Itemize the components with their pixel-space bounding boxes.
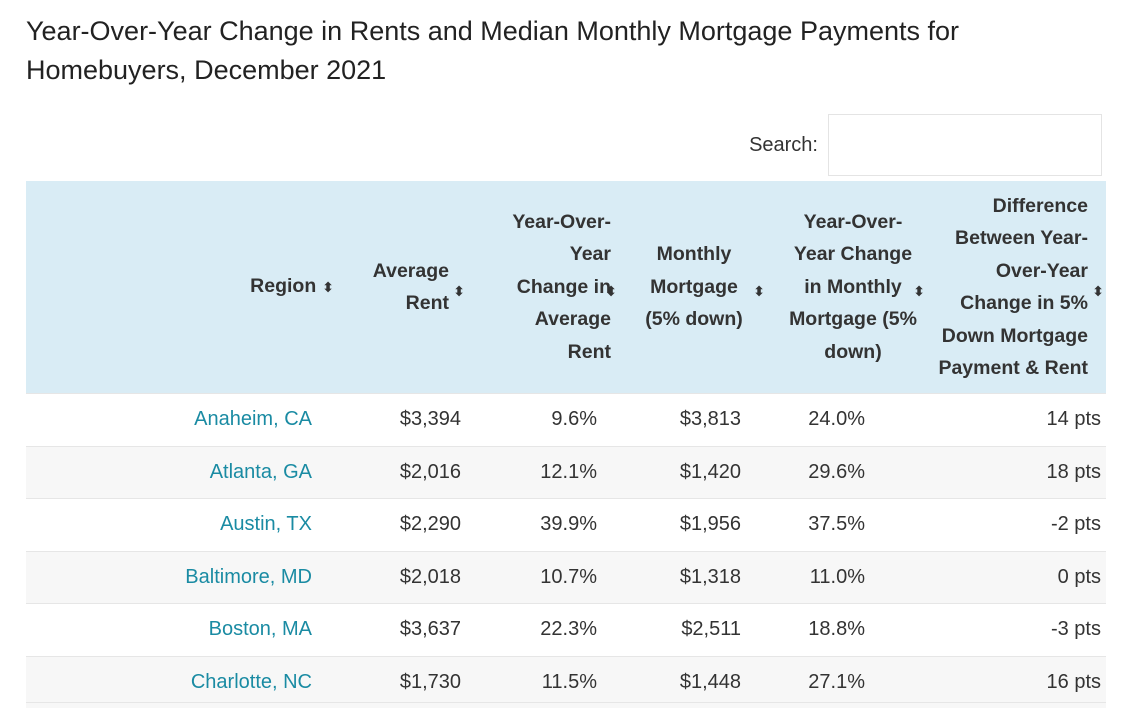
col-header-difference[interactable]: Difference Between Year-Over-Year Change… [925, 181, 1106, 394]
data-table: Region ⬍ Average Rent ⬍ Year-Over-Year Ch… [26, 181, 1106, 708]
mortgage-cell: $1,318 [615, 550, 765, 604]
region-link[interactable]: Anaheim, CA [194, 408, 312, 431]
page-title: Year-Over-Year Change in Rents and Media… [26, 16, 960, 85]
mortgage-change-cell: 27.1% [765, 655, 925, 708]
mortgage-change-cell: 37.5% [765, 498, 925, 551]
region-link[interactable]: Baltimore, MD [185, 565, 312, 588]
col-header-label: Year-Over-Year Change in Monthly Mortgag… [789, 210, 917, 363]
col-header-mortgage-change[interactable]: Year-Over-Year Change in Monthly Mortgag… [765, 181, 925, 394]
sort-updown-icon[interactable]: ⬍ [605, 283, 617, 299]
table-row: Boston, MA $3,637 22.3% $2,511 18.8% -3 … [26, 603, 1106, 656]
rent-change-cell: 9.6% [467, 393, 615, 446]
table-row: Austin, TX $2,290 39.9% $1,956 37.5% -2 … [26, 498, 1106, 551]
search-input[interactable] [828, 114, 1102, 176]
region-cell: Anaheim, CA [26, 393, 336, 446]
table-row: Atlanta, GA $2,016 12.1% $1,420 29.6% 18… [26, 445, 1106, 499]
search-box: Search: [700, 114, 1104, 178]
col-header-label: Year-Over-Year Change in Average Rent [512, 210, 611, 363]
rent-cell: $2,018 [336, 550, 467, 604]
rent-cell: $3,394 [336, 393, 467, 446]
difference-cell: -2 pts [925, 498, 1106, 551]
sort-updown-icon[interactable]: ⬍ [913, 283, 925, 299]
difference-cell: 18 pts [925, 445, 1106, 499]
col-header-label: Region [250, 275, 317, 298]
col-header-monthly-mortgage[interactable]: Monthly Mortgage (5% down) ⬍ [615, 181, 765, 394]
difference-cell: 0 pts [925, 550, 1106, 604]
difference-cell: 16 pts [925, 655, 1106, 708]
col-header-rent-change[interactable]: Year-Over-Year Change in Average Rent ⬍ [467, 181, 617, 394]
region-cell: Baltimore, MD [26, 550, 336, 604]
mortgage-change-cell: 24.0% [765, 393, 925, 446]
mortgage-cell: $3,813 [615, 393, 765, 446]
mortgage-cell: $2,511 [615, 603, 765, 656]
region-link[interactable]: Atlanta, GA [209, 460, 312, 483]
table-row: Charlotte, NC $1,730 11.5% $1,448 27.1% … [26, 655, 1106, 708]
region-link[interactable]: Charlotte, NC [190, 670, 312, 693]
difference-cell: 14 pts [925, 393, 1106, 446]
sort-updown-icon[interactable]: ⬍ [753, 283, 765, 299]
mortgage-change-cell: 29.6% [765, 445, 925, 499]
rent-change-cell: 22.3% [467, 603, 615, 656]
mortgage-cell: $1,448 [615, 655, 765, 708]
rent-cell: $3,637 [336, 603, 467, 656]
table-bottom-divider [26, 702, 1106, 703]
region-cell: Boston, MA [26, 603, 336, 656]
sort-updown-icon[interactable]: ⬍ [453, 283, 465, 299]
difference-cell: -3 pts [925, 603, 1106, 656]
col-header-label: Difference Between Year-Over-Year Change… [938, 194, 1088, 380]
mortgage-change-cell: 11.0% [765, 550, 925, 604]
mortgage-change-cell: 18.8% [765, 603, 925, 656]
col-header-average-rent[interactable]: Average Rent ⬍ [336, 181, 467, 394]
table-row: Baltimore, MD $2,018 10.7% $1,318 11.0% … [26, 550, 1106, 604]
rent-change-cell: 12.1% [467, 445, 615, 499]
region-link[interactable]: Austin, TX [220, 513, 312, 536]
region-cell: Charlotte, NC [26, 655, 336, 708]
table-row: Anaheim, CA $3,394 9.6% $3,813 24.0% 14 … [26, 393, 1106, 446]
rent-change-cell: 10.7% [467, 550, 615, 604]
rent-cell: $1,730 [336, 655, 467, 708]
region-cell: Austin, TX [26, 498, 336, 551]
region-cell: Atlanta, GA [26, 445, 336, 499]
mortgage-cell: $1,956 [615, 498, 765, 551]
search-label: Search: [749, 134, 818, 156]
rent-cell: $2,290 [336, 498, 467, 551]
col-header-region[interactable]: Region ⬍ [26, 181, 336, 394]
rent-change-cell: 11.5% [467, 655, 615, 708]
sort-updown-icon[interactable]: ⬍ [1092, 283, 1104, 299]
table-header-row: Region ⬍ Average Rent ⬍ Year-Over-Year Ch… [26, 181, 1106, 394]
region-link[interactable]: Boston, MA [208, 618, 312, 641]
mortgage-cell: $1,420 [615, 445, 765, 499]
col-header-label: Average Rent [372, 259, 449, 315]
rent-cell: $2,016 [336, 445, 467, 499]
sort-updown-icon[interactable]: ⬍ [322, 279, 334, 296]
rent-change-cell: 39.9% [467, 498, 615, 551]
col-header-label: Monthly Mortgage (5% down) [645, 243, 743, 331]
